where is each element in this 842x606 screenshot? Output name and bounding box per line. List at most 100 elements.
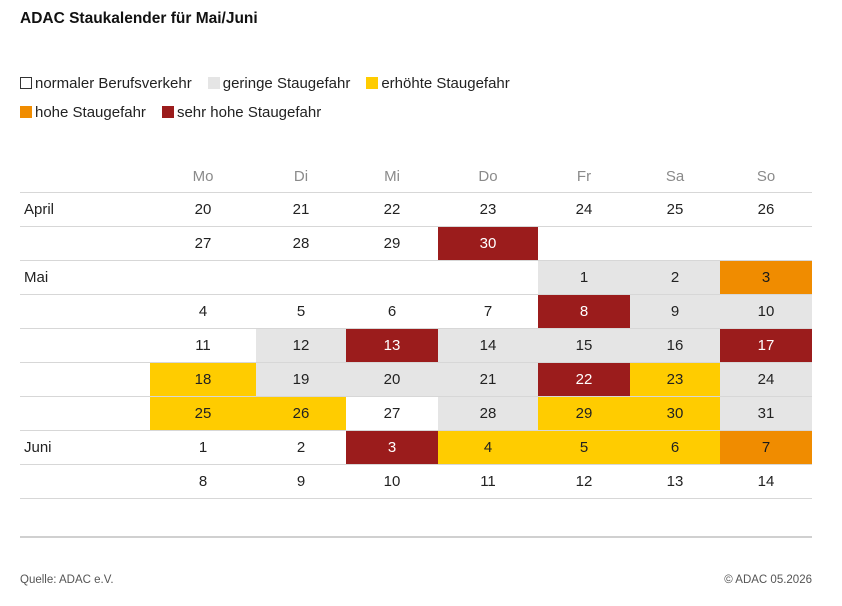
day-cell: 20 (150, 193, 256, 226)
calendar-table: Mo Di Mi Do Fr Sa So April 20 21 22 23 24 25 26 27 28 29… (20, 160, 812, 499)
day-cell: 22 (346, 193, 438, 226)
day-cell: 6 (630, 431, 720, 464)
day-cell: 1 (538, 261, 630, 294)
day-cell: 30 (630, 397, 720, 430)
weekday-header-so: So (756, 168, 776, 185)
week-row: Mai 1 2 3 (20, 261, 812, 295)
day-cell: 10 (346, 465, 438, 498)
weekday-header-fr: Fr (576, 168, 592, 185)
month-label-juni: Juni (24, 439, 52, 456)
weekday-header-do: Do (478, 168, 498, 185)
day-cell: 5 (538, 431, 630, 464)
legend-label-erhoeht: erhöhte Staugefahr (381, 74, 510, 92)
day-cell: 12 (256, 329, 346, 362)
day-cell: 11 (150, 329, 256, 362)
legend-swatch-gering (207, 77, 220, 89)
weekday-header-row: Mo Di Mi Do Fr Sa So (20, 160, 812, 193)
weekday-header-mi: Mi (384, 168, 400, 185)
month-label-april: April (24, 201, 55, 218)
legend-swatch-normal (20, 77, 32, 89)
day-cell: 2 (630, 261, 720, 294)
legend: normaler Berufsverkehr geringe Staugefah… (20, 72, 720, 130)
day-cell: 4 (150, 295, 256, 328)
day-cell: 24 (538, 193, 630, 226)
week-row: Juni 1 2 3 4 5 6 7 (20, 431, 812, 465)
day-cell: 12 (538, 465, 630, 498)
legend-row: normaler Berufsverkehr geringe Staugefah… (20, 72, 720, 94)
month-label-mai: Mai (24, 269, 49, 286)
day-cell: 25 (150, 397, 256, 430)
day-cell: 16 (630, 329, 720, 362)
day-cell: 23 (438, 193, 538, 226)
bottom-divider (20, 536, 812, 538)
legend-swatch-hoch (20, 106, 32, 118)
day-cell: 28 (256, 227, 346, 260)
day-cell: 31 (720, 397, 812, 430)
legend-item-erhoeht: erhöhte Staugefahr (366, 74, 510, 92)
legend-row: hohe Staugefahr sehr hohe Staugefahr (20, 101, 720, 123)
legend-item-normal: normaler Berufsverkehr (20, 75, 192, 92)
legend-label-gering: geringe Staugefahr (222, 74, 351, 92)
day-cell: 13 (630, 465, 720, 498)
day-cell: 14 (720, 465, 812, 498)
day-cell: 27 (346, 397, 438, 430)
day-cell: 4 (438, 431, 538, 464)
week-row: 18 19 20 21 22 23 24 (20, 363, 812, 397)
day-cell: 8 (150, 465, 256, 498)
legend-item-hoch: hohe Staugefahr (20, 104, 146, 121)
legend-label-normal: normaler Berufsverkehr (35, 74, 192, 92)
day-cell: 3 (346, 431, 438, 464)
day-cell: 27 (150, 227, 256, 260)
day-cell: 25 (630, 193, 720, 226)
week-row: 25 26 27 28 29 30 31 (20, 397, 812, 431)
day-cell: 20 (346, 363, 438, 396)
day-cell: 8 (538, 295, 630, 328)
legend-swatch-sehr-hoch (161, 106, 174, 118)
legend-item-gering: geringe Staugefahr (207, 74, 351, 92)
weekday-header-di: Di (293, 168, 309, 185)
day-cell: 2 (256, 431, 346, 464)
day-cell: 30 (438, 227, 538, 260)
day-cell: 14 (438, 329, 538, 362)
day-cell: 19 (256, 363, 346, 396)
day-cell: 28 (438, 397, 538, 430)
day-cell: 26 (256, 397, 346, 430)
day-cell: 15 (538, 329, 630, 362)
weekday-header-sa: Sa (665, 168, 685, 185)
day-cell: 7 (438, 295, 538, 328)
copyright-note: © ADAC 05.2026 (724, 574, 812, 586)
day-cell: 1 (150, 431, 256, 464)
week-row: April 20 21 22 23 24 25 26 (20, 193, 812, 227)
day-cell: 6 (346, 295, 438, 328)
day-cell: 9 (256, 465, 346, 498)
week-row: 8 9 10 11 12 13 14 (20, 465, 812, 499)
day-cell: 9 (630, 295, 720, 328)
weekday-header-mo: Mo (192, 168, 214, 185)
day-cell: 17 (720, 329, 812, 362)
week-row: 4 5 6 7 8 9 10 (20, 295, 812, 329)
day-cell: 29 (538, 397, 630, 430)
day-cell: 3 (720, 261, 812, 294)
day-cell: 11 (438, 465, 538, 498)
day-cell: 7 (720, 431, 812, 464)
day-cell: 26 (720, 193, 812, 226)
week-row: 11 12 13 14 15 16 17 (20, 329, 812, 363)
week-row: 27 28 29 30 (20, 227, 812, 261)
legend-swatch-erhoeht (366, 77, 379, 89)
legend-label-sehr-hoch: sehr hohe Staugefahr (176, 103, 322, 121)
calendar-weeks: April 20 21 22 23 24 25 26 27 28 29 30 Mai 1 2 3 4 5 6 7 8 9 1… (20, 193, 812, 499)
day-cell: 29 (346, 227, 438, 260)
day-cell: 24 (720, 363, 812, 396)
day-cell: 22 (538, 363, 630, 396)
day-cell: 18 (150, 363, 256, 396)
legend-item-sehr-hoch: sehr hohe Staugefahr (161, 103, 322, 121)
day-cell: 5 (256, 295, 346, 328)
day-cell: 10 (720, 295, 812, 328)
day-cell: 21 (438, 363, 538, 396)
legend-label-hoch: hohe Staugefahr (35, 103, 146, 121)
chart-title: ADAC Staukalender für Mai/Juni (20, 10, 258, 27)
day-cell: 13 (346, 329, 438, 362)
source-note: Quelle: ADAC e.V. (20, 574, 114, 586)
day-cell: 21 (256, 193, 346, 226)
day-cell: 23 (630, 363, 720, 396)
